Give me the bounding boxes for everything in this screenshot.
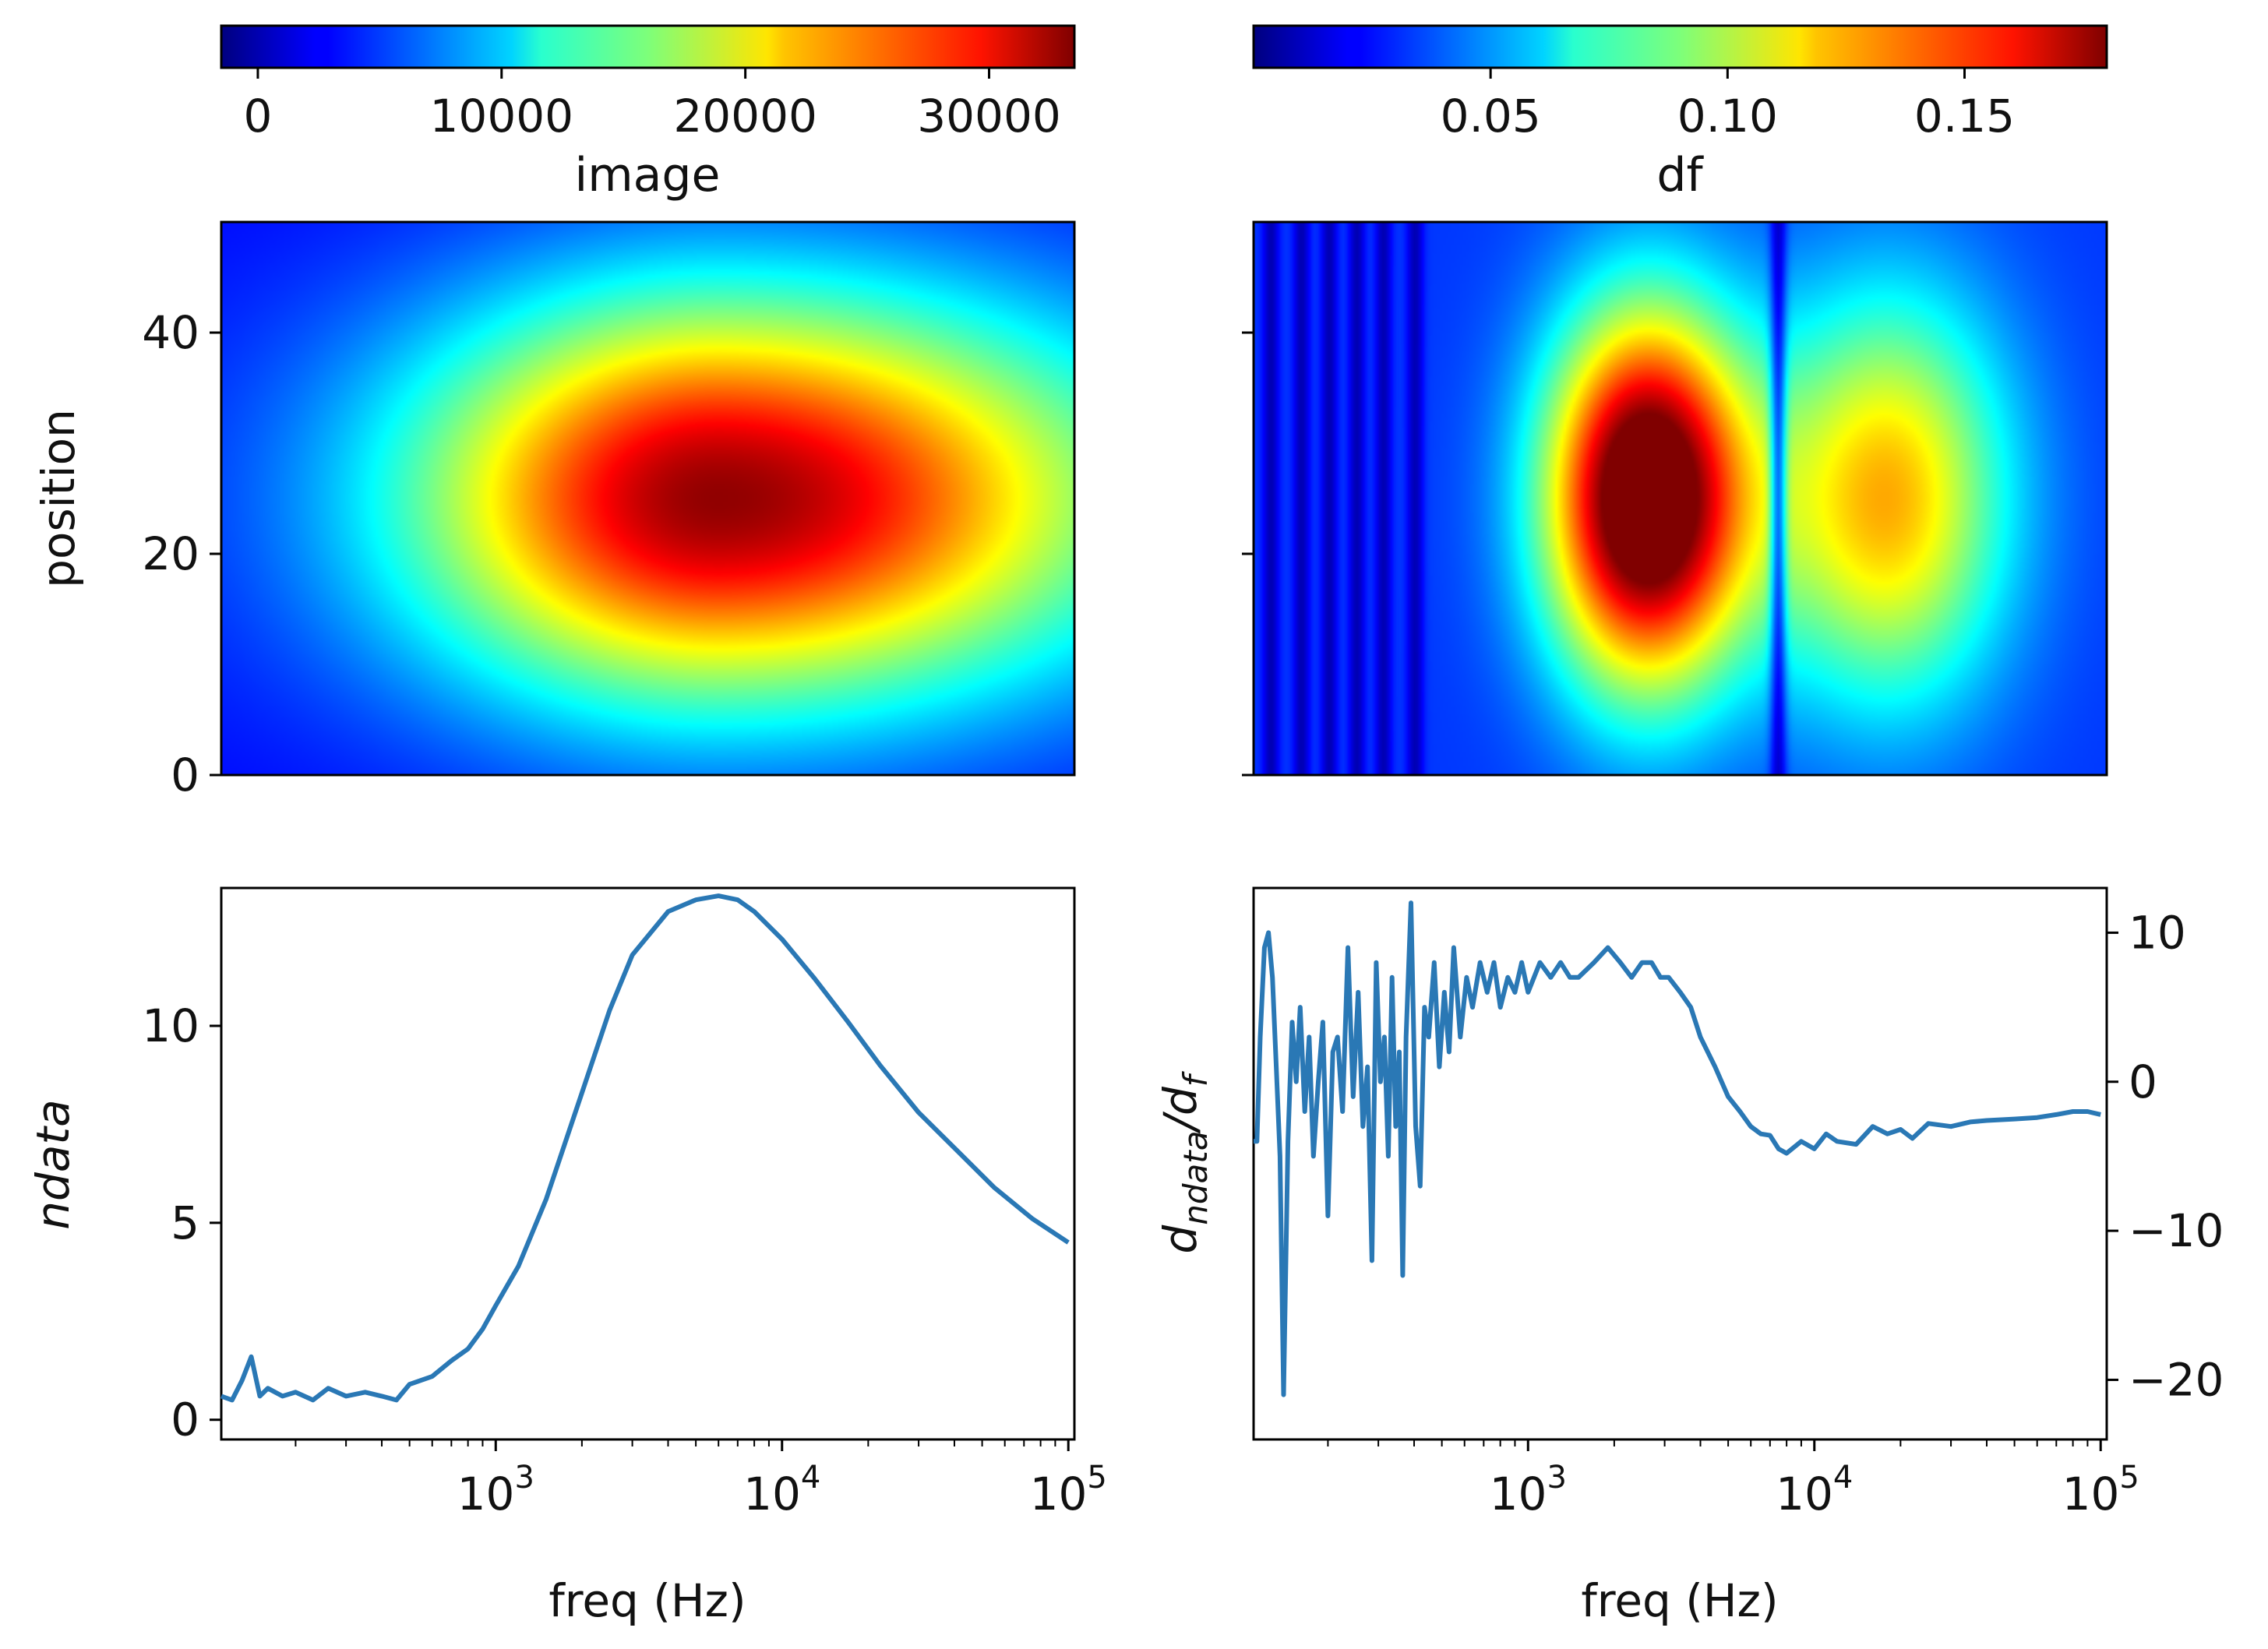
derivative-y-label-main: d [1154, 1224, 1207, 1254]
y-tick-label: 5 [171, 1196, 199, 1249]
image-heatmap [221, 222, 1074, 775]
y-tick-label: 10 [142, 999, 199, 1052]
df-heatmap-frame [1252, 220, 2108, 777]
derivative-y-label-sub2: f [1176, 1070, 1215, 1087]
y-tick-label: 40 [142, 306, 199, 359]
x-tick-label: 104 [743, 1460, 820, 1520]
colorbar-tick-label: 0.05 [1441, 90, 1541, 143]
y-tick-label: 0 [171, 1394, 199, 1446]
x-tick-exponent: 4 [801, 1460, 820, 1496]
ndata-plot-frame [220, 886, 1076, 1441]
image-panel: 0 10000 20000 30000 image 0 20 40 position [32, 24, 1076, 802]
y-tick-label: 10 [2129, 906, 2186, 959]
ndata-y-ticks: 0 5 10 [142, 999, 221, 1446]
image-colorbar-ticks: 0 10000 20000 30000 [243, 68, 1061, 143]
x-tick-base: 10 [1030, 1468, 1088, 1520]
x-tick-exponent: 4 [1833, 1460, 1853, 1496]
x-tick-exponent: 5 [1087, 1460, 1106, 1496]
image-title: image [575, 148, 721, 203]
colorbar-tick-label: 20000 [673, 90, 817, 143]
colorbar-tick-label: 30000 [917, 90, 1061, 143]
colorbar-tick-label: 10000 [430, 90, 574, 143]
colorbar-tick-label: 0.10 [1677, 90, 1778, 143]
x-tick-exponent: 5 [2119, 1460, 2139, 1496]
ndata-series-line [220, 893, 1070, 1403]
df-panel: 0.05 0.10 0.15 df [1242, 24, 2108, 777]
derivative-x-label: freq (Hz) [1581, 1574, 1778, 1627]
x-tick-base: 10 [2062, 1468, 2120, 1520]
ndata-y-label: ndata [26, 1099, 79, 1229]
x-tick-exponent: 3 [1547, 1460, 1566, 1496]
x-tick-base: 10 [457, 1468, 515, 1520]
df-heatmap [1254, 222, 2107, 775]
x-tick-label: 103 [457, 1460, 534, 1520]
x-tick-base: 10 [1776, 1468, 1833, 1520]
derivative-plot-frame [1252, 886, 2108, 1441]
x-tick-exponent: 3 [514, 1460, 534, 1496]
derivative-y-label-sep: /d [1154, 1086, 1207, 1135]
x-tick-label: 105 [2062, 1460, 2139, 1520]
x-tick-base: 10 [1490, 1468, 1547, 1520]
df-colorbar [1252, 24, 2108, 69]
ndata-x-ticks: 103 104 105 [295, 1439, 1107, 1520]
y-tick-label: −20 [2129, 1353, 2224, 1406]
derivative-series-line [1254, 900, 2101, 1397]
df-title: df [1656, 148, 1704, 203]
y-tick-label: −10 [2129, 1204, 2224, 1257]
colorbar-tick-label: 0.15 [1914, 90, 2015, 143]
df-y-ticks [1242, 331, 1254, 777]
x-tick-label: 105 [1030, 1460, 1107, 1520]
colorbar-tick-label: 0 [243, 90, 272, 143]
image-colorbar [220, 24, 1076, 69]
derivative-x-ticks: 103 104 105 [1327, 1439, 2139, 1520]
derivative-y-label-sub1: ndata [1176, 1131, 1215, 1225]
derivative-y-label: dndata/df [1154, 1070, 1215, 1253]
derivative-y-ticks: −20 −10 0 10 [2107, 906, 2224, 1406]
x-tick-label: 103 [1490, 1460, 1567, 1520]
image-heatmap-frame [220, 220, 1076, 777]
y-tick-label: 0 [2129, 1055, 2157, 1108]
image-y-label: position [32, 409, 85, 588]
df-colorbar-ticks: 0.05 0.10 0.15 [1441, 68, 2015, 143]
ndata-x-label: freq (Hz) [548, 1574, 746, 1627]
y-tick-label: 0 [171, 749, 199, 802]
image-y-ticks: 0 20 40 [142, 306, 221, 802]
x-tick-label: 104 [1776, 1460, 1853, 1520]
y-tick-label: 20 [142, 527, 199, 580]
x-tick-base: 10 [743, 1468, 801, 1520]
